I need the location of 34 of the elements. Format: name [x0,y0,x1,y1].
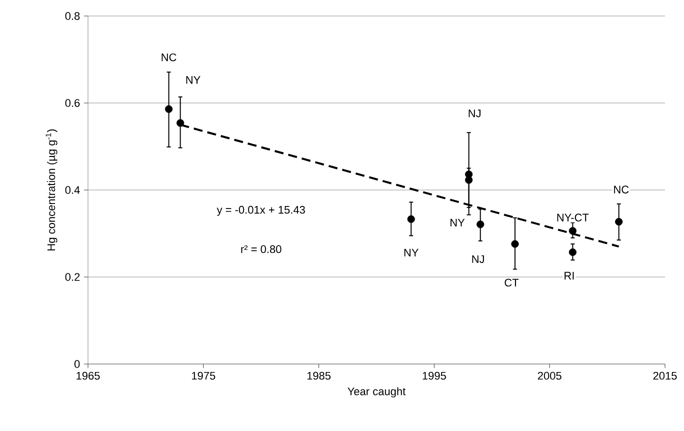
x-tick-label: 2005 [538,372,562,380]
y-tick-label: 0.4 [65,186,80,194]
annotation: NJ [472,255,484,264]
x-tick-label: 1975 [192,372,216,380]
point [176,119,184,127]
annotation: NY [186,76,200,84]
x-tick-label: 1995 [422,372,446,380]
x-tick-label: 2015 [653,372,677,380]
point [465,176,473,184]
y-tick-label: 0.2 [65,273,80,281]
y-axis-title: Hg concentration (µg g$^{-1}$) [46,129,58,250]
y-tick-label: 0 [74,360,80,368]
annotation: NC [614,186,629,194]
annotation: RI [564,272,574,280]
point [164,105,173,113]
point [407,215,415,223]
annotation: NC [162,53,176,62]
x-axis-title: Year caught [348,387,406,398]
y-tick-label: 0.6 [65,99,80,107]
annotation: NY [450,218,465,226]
annotation: CT [504,278,519,287]
point [476,220,484,228]
annotation: NY-CT [557,214,589,222]
point [615,218,623,226]
annotation: NJ [468,110,480,118]
point [511,240,519,248]
x-tick-label: 1965 [76,372,100,380]
x-tick-label: 1985 [307,372,331,380]
annotation: NY [404,248,419,256]
annotation: r² = 0.80 [241,245,282,254]
point [568,227,576,235]
annotation: y = -0.01x + 15.43 [216,206,305,216]
point [568,248,576,256]
y-tick-label: 0.8 [65,12,80,20]
